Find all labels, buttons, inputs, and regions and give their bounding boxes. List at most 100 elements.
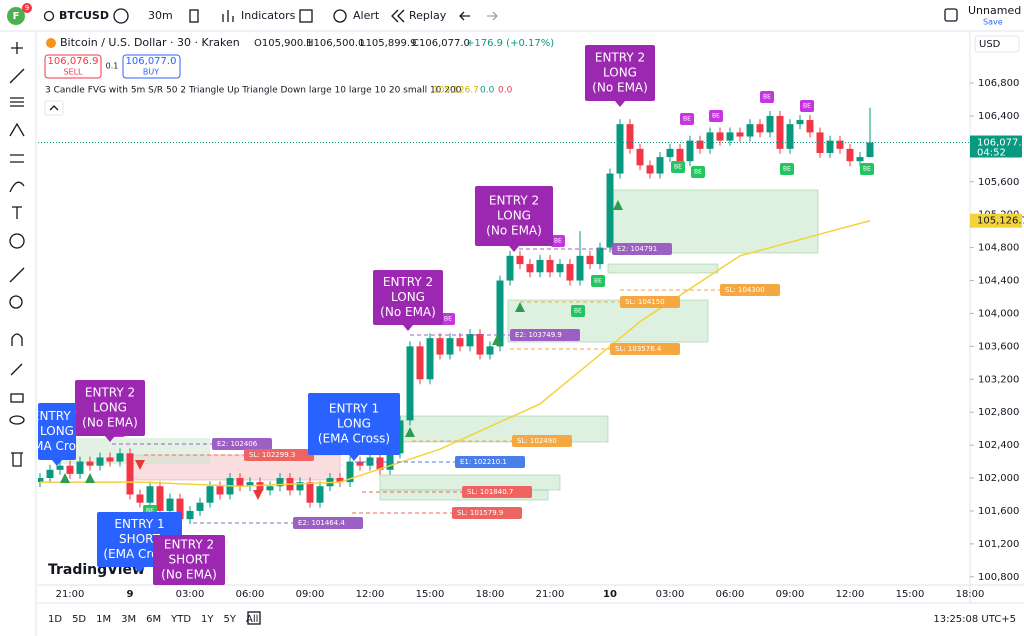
timeframe[interactable]: 1D: [48, 614, 62, 625]
callout-line: (No EMA): [486, 224, 542, 238]
ema-price-label: 105,126.7: [977, 216, 1024, 227]
be-text: BE: [803, 103, 811, 110]
callout-line: ENTRY 1: [32, 409, 82, 423]
candle-body: [136, 494, 144, 503]
replay-icon[interactable]: [391, 9, 405, 23]
interval[interactable]: 30m: [148, 9, 173, 22]
callout-pointer: [134, 567, 145, 573]
last-price-box: [970, 135, 1022, 158]
legend-change: +176.9 (+0.17%): [466, 38, 554, 49]
hide-tool[interactable]: [9, 415, 25, 425]
symbol[interactable]: BTCUSD: [59, 9, 109, 22]
indicators[interactable]: Indicators: [241, 9, 296, 22]
templates-icon[interactable]: [299, 9, 313, 23]
buy-price[interactable]: 106,077.0: [126, 56, 177, 67]
timeframe[interactable]: 3M: [121, 614, 136, 625]
collapse-legend[interactable]: [44, 100, 64, 116]
currency[interactable]: USD: [979, 39, 1001, 50]
candle-body: [426, 338, 434, 380]
buy-button[interactable]: [122, 54, 181, 79]
timeframe[interactable]: All: [246, 614, 258, 625]
delete-tool[interactable]: [11, 452, 23, 467]
tag: [512, 435, 572, 447]
text-tool[interactable]: [12, 206, 22, 219]
sell-price[interactable]: 106,076.9: [48, 56, 99, 67]
candle-body: [746, 124, 754, 137]
tag: [612, 243, 672, 255]
be-text: BE: [674, 164, 682, 171]
candle-body: [626, 124, 634, 149]
callout-line: ENTRY 2: [85, 386, 135, 400]
compare-icon[interactable]: [113, 8, 129, 24]
indicator-value: 0.0: [480, 86, 495, 96]
avatar[interactable]: [7, 7, 25, 25]
forecast-tool[interactable]: [10, 154, 24, 163]
candle-body: [526, 264, 534, 273]
alert[interactable]: Alert: [353, 9, 380, 22]
date-range-icon[interactable]: [247, 611, 261, 625]
clock[interactable]: 13:25:08 UTC+5: [933, 614, 1016, 625]
stay-drawing-tool[interactable]: [10, 363, 23, 376]
alert-icon[interactable]: [333, 9, 347, 23]
indicators-icon[interactable]: [222, 10, 234, 22]
timeframe[interactable]: 1Y: [201, 614, 214, 625]
x-tick-label: 12:00: [356, 589, 385, 600]
candle-body: [716, 132, 724, 141]
fib-tool[interactable]: [10, 97, 24, 107]
timeframe[interactable]: YTD: [170, 614, 191, 625]
candle-body: [816, 132, 824, 153]
undo[interactable]: [459, 11, 470, 21]
timeframe[interactable]: 5Y: [224, 614, 237, 625]
save[interactable]: Save: [983, 18, 1003, 27]
checkbox[interactable]: [944, 8, 958, 22]
timeframe[interactable]: 1M: [96, 614, 111, 625]
buy-label[interactable]: BUY: [143, 68, 159, 77]
candle-body: [636, 148, 644, 166]
chart-type-icon[interactable]: [189, 9, 199, 23]
tag-text: SL: 101840.7: [467, 488, 513, 496]
x-tick-label: 03:00: [176, 589, 205, 600]
be-badge: [680, 113, 694, 125]
candle-body: [216, 486, 224, 495]
currency-box[interactable]: [974, 35, 1020, 53]
y-tick-label: 103,200: [978, 374, 1019, 385]
pattern-tool[interactable]: [9, 122, 25, 137]
fvg-zone: [611, 189, 819, 254]
magnet-tool[interactable]: [11, 333, 23, 346]
timeframe[interactable]: 6M: [146, 614, 161, 625]
fvg-zone: [60, 438, 210, 464]
legend-title: Bitcoin / U.S. Dollar · 30 · Kraken: [60, 36, 240, 49]
candle-body: [66, 465, 74, 474]
candle-body: [456, 338, 464, 347]
tag: [455, 456, 525, 468]
callout-box: [585, 45, 655, 101]
ruler-tool[interactable]: [9, 267, 25, 283]
sell-label[interactable]: SELL: [63, 68, 83, 77]
triangle-up: [515, 302, 525, 312]
plot: E2: 104791 SL: 104150 SL: 104300 E2: 103749…: [32, 45, 874, 585]
sell-button[interactable]: [44, 54, 102, 79]
search-icon[interactable]: [43, 10, 55, 22]
tag: [452, 507, 522, 519]
replay[interactable]: Replay: [409, 9, 447, 22]
lock-tool[interactable]: [10, 393, 24, 403]
zoom-tool[interactable]: [9, 295, 23, 309]
redo[interactable]: [487, 11, 498, 21]
crosshair-tool[interactable]: [11, 42, 23, 54]
trend-line-tool[interactable]: [9, 68, 25, 84]
emoji-tool[interactable]: [9, 233, 25, 249]
callout-line: SHORT: [119, 532, 161, 546]
callout-line: LONG: [40, 424, 74, 438]
candle-body: [126, 453, 134, 495]
callout-line: (No EMA): [380, 305, 436, 319]
candle-body: [246, 482, 254, 487]
layout-name[interactable]: Unnamed: [968, 4, 1021, 17]
brush-tool[interactable]: [9, 181, 25, 193]
tag-text: SL: 103576.4: [615, 345, 662, 353]
tag: [462, 486, 532, 498]
candle-body: [356, 461, 364, 466]
be-badge: [760, 91, 774, 103]
timeframe[interactable]: 5D: [72, 614, 86, 625]
